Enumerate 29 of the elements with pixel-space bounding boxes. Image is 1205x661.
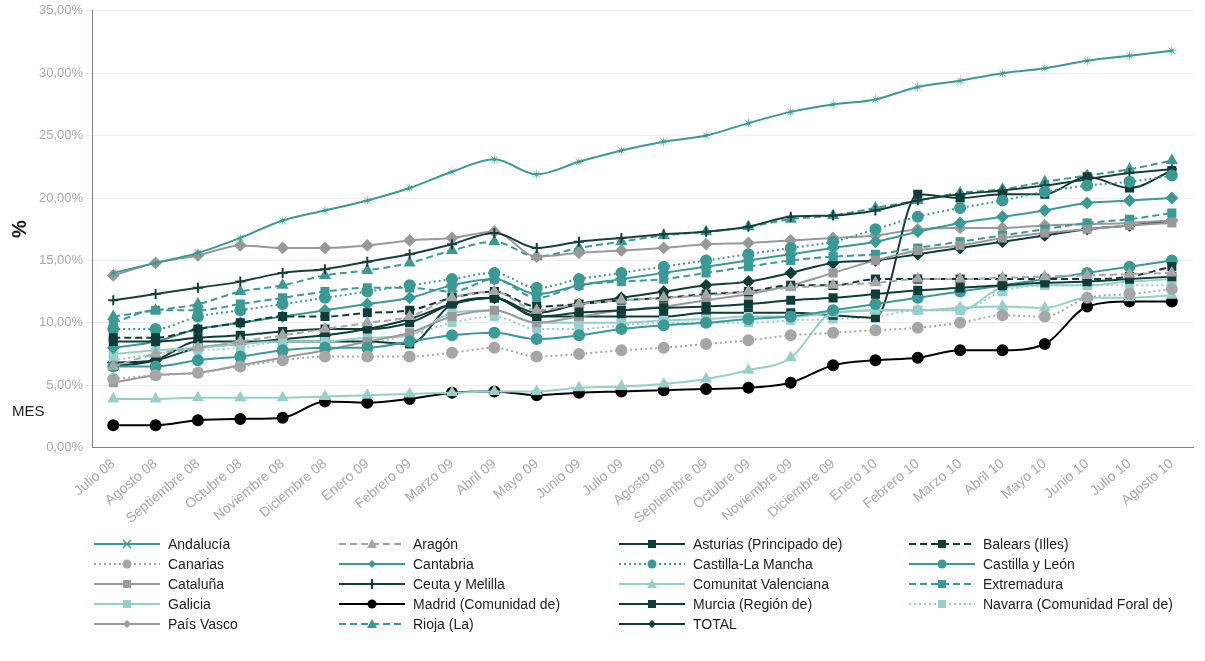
y-tick-label: 30,00% (39, 64, 84, 80)
x-axis-title: MES (12, 402, 45, 419)
legend-label: Comunitat Valenciana (693, 576, 829, 592)
y-tick-label: 15,00% (39, 251, 84, 267)
y-tick-label: 35,00% (39, 2, 84, 18)
legend-label: Asturias (Principado de) (693, 536, 843, 552)
legend-label: Canarias (168, 556, 225, 572)
legend-label: Cantabria (413, 556, 474, 572)
legend-label: Madrid (Comunidad de) (413, 596, 561, 612)
legend-label: TOTAL (693, 616, 737, 632)
legend-label: Cataluña (168, 576, 225, 592)
legend-label: Ceuta y Melilla (413, 576, 505, 592)
y-tick-label: 10,00% (39, 314, 84, 330)
legend-label: País Vasco (168, 616, 238, 632)
y-axis-title: % (7, 220, 30, 239)
legend-label: Galicia (168, 596, 211, 612)
y-tick-label: 25,00% (39, 127, 84, 143)
legend-label: Balears (Illes) (983, 536, 1069, 552)
y-tick-label: 20,00% (39, 189, 84, 205)
legend-label: Extremadura (983, 576, 1064, 592)
y-tick-label: 0,00% (46, 439, 84, 455)
legend-label: Rioja (La) (413, 616, 474, 632)
legend-label: Navarra (Comunidad Foral de) (983, 596, 1173, 612)
legend-label: Castilla y León (983, 556, 1075, 572)
legend-label: Aragón (413, 536, 459, 552)
y-tick-label: 5,00% (46, 376, 84, 392)
legend-label: Andalucía (168, 536, 231, 552)
legend-label: Castilla-La Mancha (693, 556, 813, 572)
legend-label: Murcia (Región de) (693, 596, 813, 612)
